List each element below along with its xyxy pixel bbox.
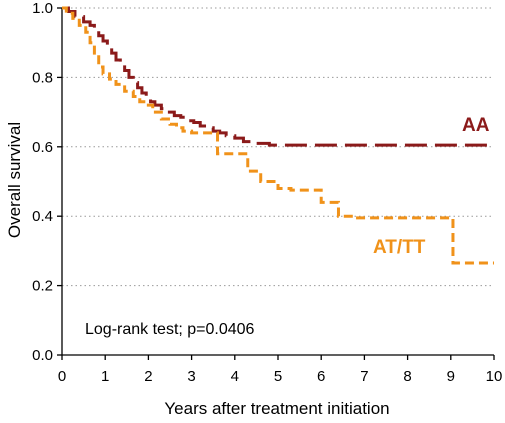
series-label-attt: AT/TT (373, 237, 426, 258)
y-tick-label: 0.2 (32, 278, 53, 295)
series-layer (62, 6, 494, 265)
series-line-attt (62, 6, 494, 265)
x-tick-label: 5 (274, 368, 282, 385)
gridlines (62, 7, 494, 287)
x-tick-label: 10 (486, 368, 503, 385)
x-tick-label: 7 (360, 368, 368, 385)
x-tick-label: 6 (317, 368, 325, 385)
x-tick-label: 4 (231, 368, 239, 385)
y-tick-label: 1.0 (32, 0, 53, 17)
x-tick-label: 2 (144, 368, 152, 385)
y-tick-label: 0.0 (32, 347, 53, 364)
x-axis-title: Years after treatment initiation (164, 399, 389, 418)
logrank-annotation: Log-rank test; p=0.0406 (85, 321, 255, 338)
series-label-aa: AA (462, 115, 490, 136)
x-tick-label: 1 (101, 368, 109, 385)
tick-marks (57, 7, 495, 360)
axes (61, 8, 494, 356)
series-line-aa (62, 6, 494, 147)
y-tick-label: 0.6 (32, 139, 53, 156)
y-tick-label: 0.4 (32, 208, 53, 225)
x-tick-label: 8 (403, 368, 411, 385)
x-tick-label: 3 (187, 368, 195, 385)
y-axis-title: Overall survival (5, 122, 24, 238)
tick-labels: 0.0 0.2 0.4 0.6 0.8 1.0 0 1 2 3 4 5 6 7 8 9 10 (32, 0, 502, 385)
y-tick-label: 0.8 (32, 69, 53, 86)
x-tick-label: 9 (447, 368, 455, 385)
x-tick-label: 0 (58, 368, 66, 385)
